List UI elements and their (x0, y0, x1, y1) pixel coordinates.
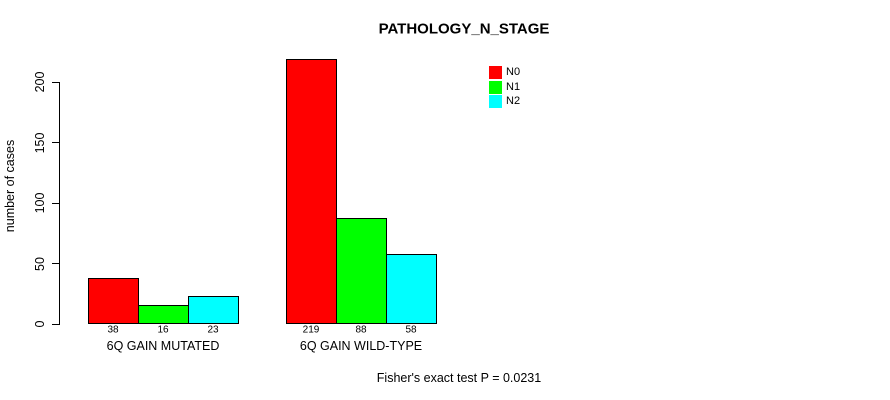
legend-row: N2 (489, 95, 520, 108)
y-tick-label: 200 (33, 71, 47, 93)
category-label: 6Q GAIN WILD-TYPE (299, 339, 423, 353)
y-tick-label: 100 (33, 192, 47, 214)
bar-value-label: 58 (405, 324, 417, 336)
bar (386, 254, 437, 324)
bar (286, 59, 337, 324)
legend-swatch (489, 66, 502, 79)
bar (336, 218, 387, 324)
y-tick-label: 150 (33, 132, 47, 153)
footnote: Fisher's exact test P = 0.0231 (376, 371, 542, 385)
y-axis-line (59, 82, 60, 325)
y-axis-title: number of cases (3, 139, 17, 233)
legend-swatch (489, 95, 502, 108)
chart-title: PATHOLOGY_N_STAGE (378, 20, 550, 38)
bar (188, 296, 239, 324)
y-tick-mark (52, 142, 59, 143)
y-tick-label: 0 (33, 320, 47, 328)
legend: N0 N1 N2 (489, 66, 520, 110)
legend-label: N0 (506, 66, 521, 78)
y-tick-mark (52, 263, 59, 264)
legend-row: N0 (489, 66, 520, 79)
legend-label: N2 (506, 95, 521, 107)
y-tick-mark (52, 323, 59, 325)
bar-value-label: 23 (207, 324, 219, 336)
bar (88, 278, 139, 324)
legend-label: N1 (506, 80, 521, 93)
bar-value-label: 88 (355, 324, 367, 336)
bar-value-label: 38 (107, 324, 119, 336)
bar-value-label: 219 (302, 324, 320, 336)
y-tick-mark (52, 81, 59, 83)
legend-swatch (489, 80, 502, 94)
y-tick-mark (52, 202, 59, 204)
legend-row: N1 (489, 80, 521, 94)
bar (138, 305, 189, 324)
y-tick-label: 50 (33, 256, 47, 271)
bar-value-label: 16 (157, 324, 169, 336)
category-label: 6Q GAIN MUTATED (106, 339, 220, 353)
